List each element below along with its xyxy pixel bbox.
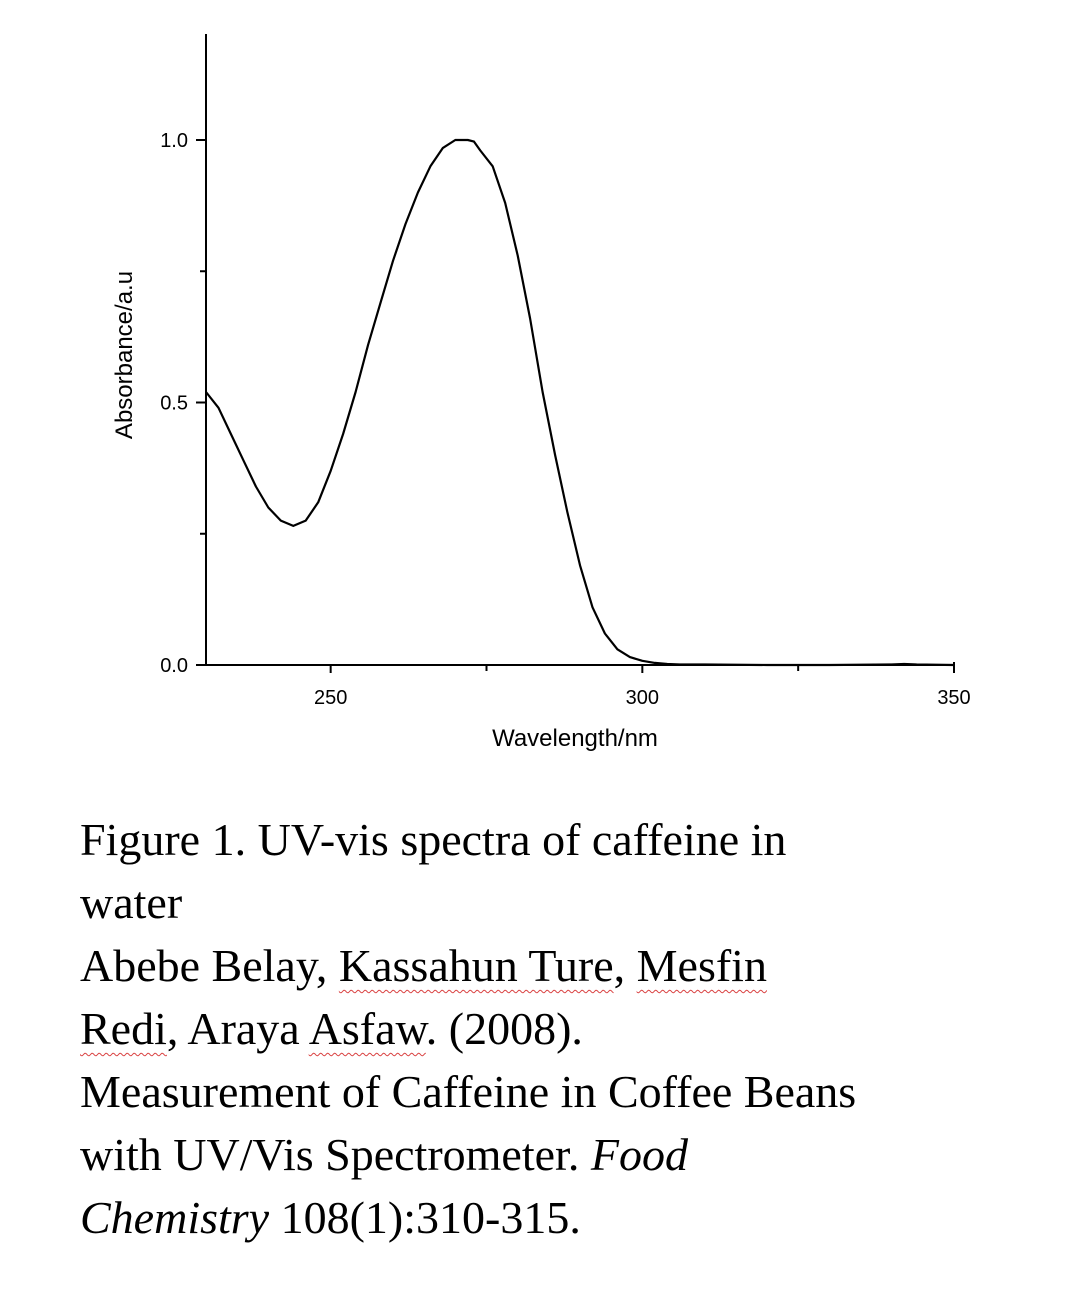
y-tick-label: 1.0	[160, 130, 188, 152]
figure-caption: Figure 1. UV-vis spectra of caffeine in …	[80, 808, 1040, 1249]
y-tick-label: 0.0	[160, 655, 188, 677]
journal-name: Chemistry	[80, 1192, 270, 1243]
series-line	[205, 138, 955, 667]
caption-line-3: Abebe Belay, Kassahun Ture, Mesfin	[80, 934, 1040, 997]
caption-line-6: with UV/Vis Spectrometer. Food	[80, 1123, 1040, 1186]
y-axis-label: Absorbance/a.u	[111, 271, 138, 439]
caption-line-1: Figure 1. UV-vis spectra of caffeine in	[80, 814, 787, 865]
spellcheck-word: Redi	[80, 1003, 167, 1054]
chart-ticks	[196, 139, 955, 673]
caption-text: Abebe Belay,	[80, 940, 339, 991]
caption-line-5: Measurement of Caffeine in Coffee Beans	[80, 1066, 857, 1117]
caption-text: , Araya	[166, 1003, 309, 1054]
caption-line-4: Redi, Araya Asfaw. (2008).	[80, 997, 1040, 1060]
x-axis-label: Wavelength/nm	[492, 725, 658, 752]
spellcheck-word: Asfaw	[308, 1003, 426, 1054]
x-tick-label: 300	[626, 687, 659, 709]
chart-axes	[205, 34, 954, 666]
spellcheck-word: Kassahun Ture	[338, 940, 614, 991]
caption-line-7: Chemistry 108(1):310-315.	[80, 1186, 1040, 1249]
caption-text: ,	[613, 940, 637, 991]
spellcheck-word: Mesfin	[636, 940, 767, 991]
x-tick-label: 350	[937, 687, 970, 709]
caption-text: . (2008).	[425, 1003, 583, 1054]
uv-vis-chart: 250 300 350 0.0 0.5 1.0 Wavelength/nm Absorba…	[111, 34, 971, 752]
journal-name: Food	[590, 1129, 688, 1180]
caption-text: 108(1):310-315.	[269, 1192, 581, 1243]
x-tick-label: 250	[314, 687, 347, 709]
y-tick-label: 0.5	[160, 393, 188, 415]
caption-line-2: water	[80, 877, 183, 928]
chart-tick-labels: 250 300 350 0.0 0.5 1.0	[160, 130, 971, 709]
caption-text: with UV/Vis Spectrometer.	[80, 1129, 591, 1180]
